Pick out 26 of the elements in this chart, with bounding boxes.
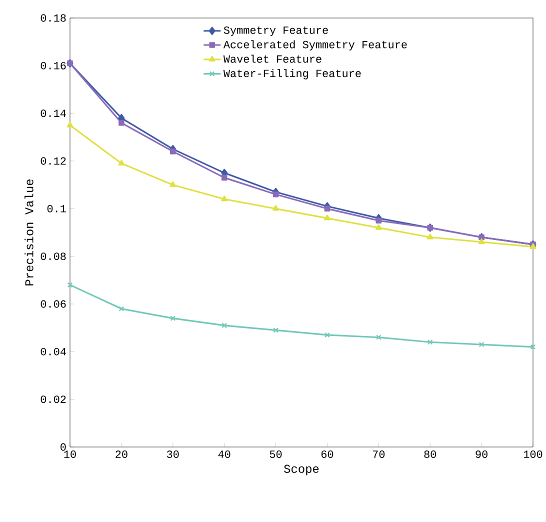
x-axis-title: Scope bbox=[284, 464, 319, 476]
x-tick-label: 50 bbox=[270, 450, 282, 458]
x-tick-label: 20 bbox=[116, 450, 128, 458]
legend-label: Water-Filling Feature bbox=[223, 69, 361, 80]
x-tick-label: 80 bbox=[424, 450, 436, 458]
x-tick-label: 40 bbox=[218, 450, 230, 458]
legend-label: Symmetry Feature bbox=[224, 26, 328, 36]
y-tick-label: 0.04 bbox=[40, 348, 66, 356]
y-tick-label: 0.18 bbox=[40, 14, 66, 22]
legend-label: Accelerated Symmetry Feature bbox=[223, 40, 407, 50]
y-tick-label: 0.06 bbox=[40, 300, 66, 308]
x-tick-label: 30 bbox=[167, 450, 179, 458]
y-tick-label: 0.02 bbox=[40, 396, 66, 404]
legend-label: Wavelet Feature bbox=[223, 54, 322, 63]
x-tick-label: 90 bbox=[476, 450, 488, 458]
y-tick-label: 0.08 bbox=[40, 252, 66, 260]
y-tick-label: 0.14 bbox=[40, 110, 66, 118]
x-tick-label: 60 bbox=[321, 450, 334, 458]
y-tick-label: 0 bbox=[60, 443, 66, 451]
y-tick-label: 0.12 bbox=[40, 157, 66, 165]
y-tick-label: 0.16 bbox=[40, 62, 66, 70]
x-tick-label: 100 bbox=[524, 450, 542, 458]
y-tick-label: 0.1 bbox=[47, 204, 66, 212]
y-axis-title: Precision Value bbox=[24, 179, 34, 286]
x-tick-label: 70 bbox=[372, 450, 385, 458]
x-tick-label: 10 bbox=[64, 450, 76, 458]
